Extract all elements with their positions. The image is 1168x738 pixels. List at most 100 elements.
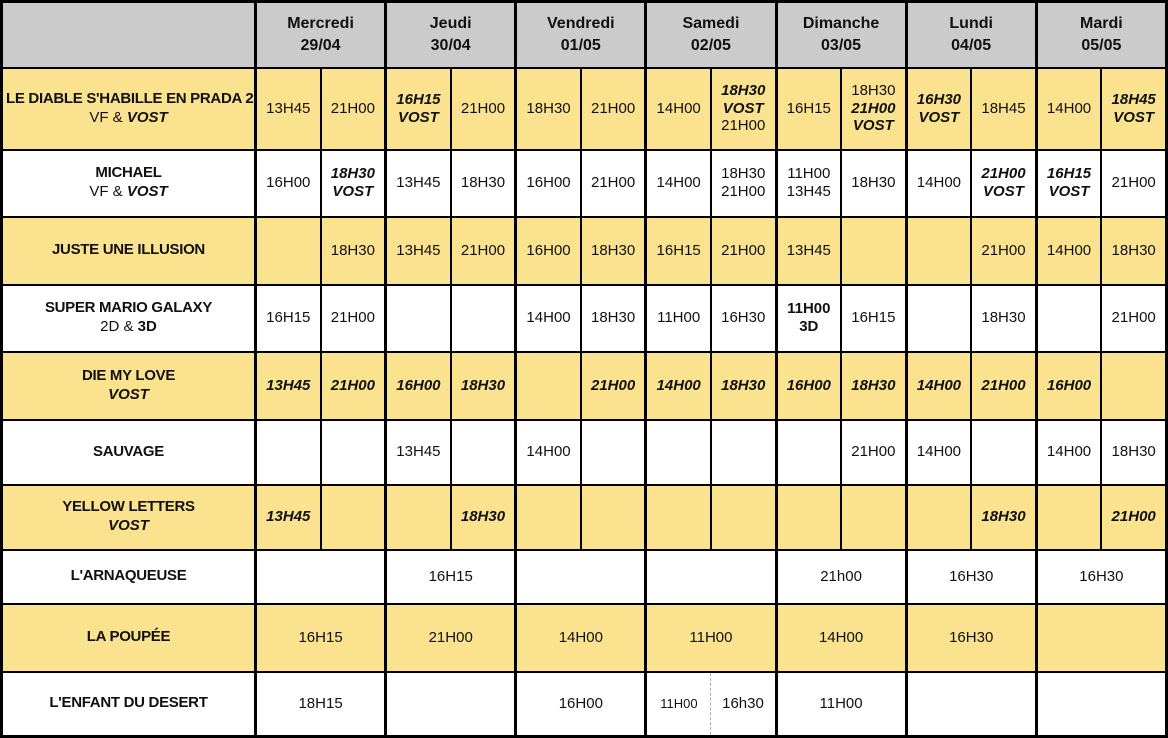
showtime-cell [644, 483, 712, 551]
table-row: JUSTE UNE ILLUSION 18H30 13H45 21H00 16H00 18… [0, 215, 1168, 286]
showtime-text: 13H45 [396, 174, 441, 192]
showtime-cell: 16H15 [253, 602, 387, 673]
showtime-text: 16H15 [266, 309, 311, 327]
showtime-text: 16h30 [722, 694, 764, 712]
showtime-cell [579, 418, 647, 486]
movie-title-cell: SAUVAGE [0, 418, 257, 486]
showtime-text: 18H30 [1111, 241, 1156, 259]
showtime-cell: 14H00 [904, 350, 973, 421]
showtime-text: 21H00 [981, 376, 1026, 394]
showtime-cell: 13H45 [384, 418, 452, 486]
showtime-text: 21H00 [590, 174, 636, 192]
showtime-cell: 16H30 [904, 548, 1038, 605]
showtime-cell: 18H30 [514, 66, 582, 151]
showtime-text: 16H15 [396, 90, 441, 108]
showtime-text: VOST [983, 183, 1024, 200]
showtime-text: 16H00 [526, 241, 571, 259]
showtime-text: 14H00 [916, 443, 961, 461]
showtime-cell: 11H00 [774, 670, 908, 738]
showtime-text: VOST [1113, 108, 1155, 126]
showtime-cell: 11H00 [644, 602, 778, 673]
showtime-text: VOST [852, 117, 894, 135]
showtime-cell: 21H00 [709, 215, 778, 286]
showtime-cell [384, 670, 517, 738]
showtime-text: 18H30 [590, 241, 636, 259]
table-row: SAUVAGE 13H45 14H00 21H00 14H00 14H00 18H30 [0, 418, 1168, 486]
showtime-cell: 21H00 [840, 418, 908, 486]
showtime-cell: 18H30 [709, 350, 778, 421]
subtitle-part: VOST [108, 517, 149, 534]
showtime-cell: 14H00 [774, 602, 908, 673]
day-date: 03/05 [821, 36, 862, 54]
showtime-cell: 14H00 [1034, 66, 1103, 151]
corner-cell [0, 0, 257, 69]
movie-title-cell: YELLOW LETTERS VOST [0, 483, 257, 551]
movie-title: SUPER MARIO GALAXY [44, 299, 213, 317]
showtime-cell [1034, 602, 1168, 673]
day-header: Mercredi 29/04 [253, 0, 387, 69]
showtime-text: 14H00 [656, 99, 701, 117]
showtime-text: 18H30 [851, 81, 896, 99]
table-row: L'ARNAQUEUSE 16H15 21h00 16H30 16H30 [0, 548, 1168, 605]
table-row: L'ENFANT DU DESERT 18H15 16H00 11H00 16h30 11… [0, 670, 1168, 738]
day-name: Dimanche [802, 15, 880, 33]
day-name: Lundi [949, 15, 993, 33]
showtime-text: 21H00 [1111, 508, 1156, 526]
showtime-cell: 21H00 [1100, 283, 1168, 353]
showtime-text: 18H30 [590, 309, 636, 327]
showtime-cell [644, 548, 778, 605]
showtime-cell: 18H30 [1100, 418, 1168, 486]
showtime-text: 21H00 [460, 241, 506, 259]
showtime-text: 13H45 [266, 376, 311, 394]
showtime-text: 21H00 [1111, 309, 1156, 327]
showtime-cell: 14H00 [514, 602, 647, 673]
showtime-cell: 21H00 [449, 66, 517, 151]
movie-title: YELLOW LETTERS [62, 498, 195, 516]
showtime-text: 14H00 [526, 443, 571, 461]
showtime-cell: 16H00 [514, 148, 582, 218]
day-header: Jeudi 30/04 [384, 0, 517, 69]
showtime-text: 21H00 [590, 99, 636, 117]
showtime-cell [904, 215, 973, 286]
showtime-cell: 21H00 [970, 350, 1038, 421]
movie-title: L'ENFANT DU DESERT [49, 694, 208, 712]
showtime-cell: 18H30 [449, 350, 517, 421]
showtime-text: 21H00 [721, 183, 766, 200]
movie-title-cell: MICHAEL VF & VOST [0, 148, 257, 218]
showtime-cell: 13H45 [253, 350, 322, 421]
showtime-cell [579, 483, 647, 551]
showtime-cell [319, 483, 387, 551]
showtime-text: VOST [332, 183, 374, 200]
day-name: Mercredi [287, 15, 354, 33]
movie-title: DIE MY LOVE [81, 366, 176, 384]
showtime-cell: 14H00 [514, 418, 582, 486]
showtime-text: VOST [1048, 183, 1090, 200]
showtime-text: 14H00 [916, 376, 961, 394]
movie-subtitle: VF & VOST [6, 109, 251, 128]
movie-title-cell: SUPER MARIO GALAXY 2D & 3D [0, 283, 257, 353]
showtime-cell [709, 418, 778, 486]
showtime-cell [319, 418, 387, 486]
movie-subtitle: VOST [6, 386, 251, 405]
showtime-text: 18H30 [981, 508, 1026, 526]
showtime-cell: 16H15 [840, 283, 908, 353]
showtime-text: 18H45 [981, 99, 1026, 117]
showtime-text: 16H15 [1046, 165, 1092, 183]
showtime-text: 13H45 [266, 508, 311, 526]
showtime-cell [1034, 283, 1103, 353]
showtime-cell: 16H00 [1034, 350, 1103, 421]
showtime-cell [840, 215, 908, 286]
showtime-text: 13H45 [396, 443, 441, 461]
day-name: Jeudi [429, 15, 472, 33]
showtime-cell: 14H00 [644, 148, 712, 218]
showtime-cell: 16H00 [774, 350, 843, 421]
day-header: Samedi 02/05 [644, 0, 778, 69]
showtime-cell: 18H30 [579, 215, 647, 286]
showtime-cell [514, 483, 582, 551]
showtime-text: 13H45 [786, 183, 831, 200]
showtime-text: 16H00 [396, 376, 441, 394]
showtime-cell: 21H00 [1100, 483, 1168, 551]
showtime-cell: 14H00 [904, 418, 973, 486]
